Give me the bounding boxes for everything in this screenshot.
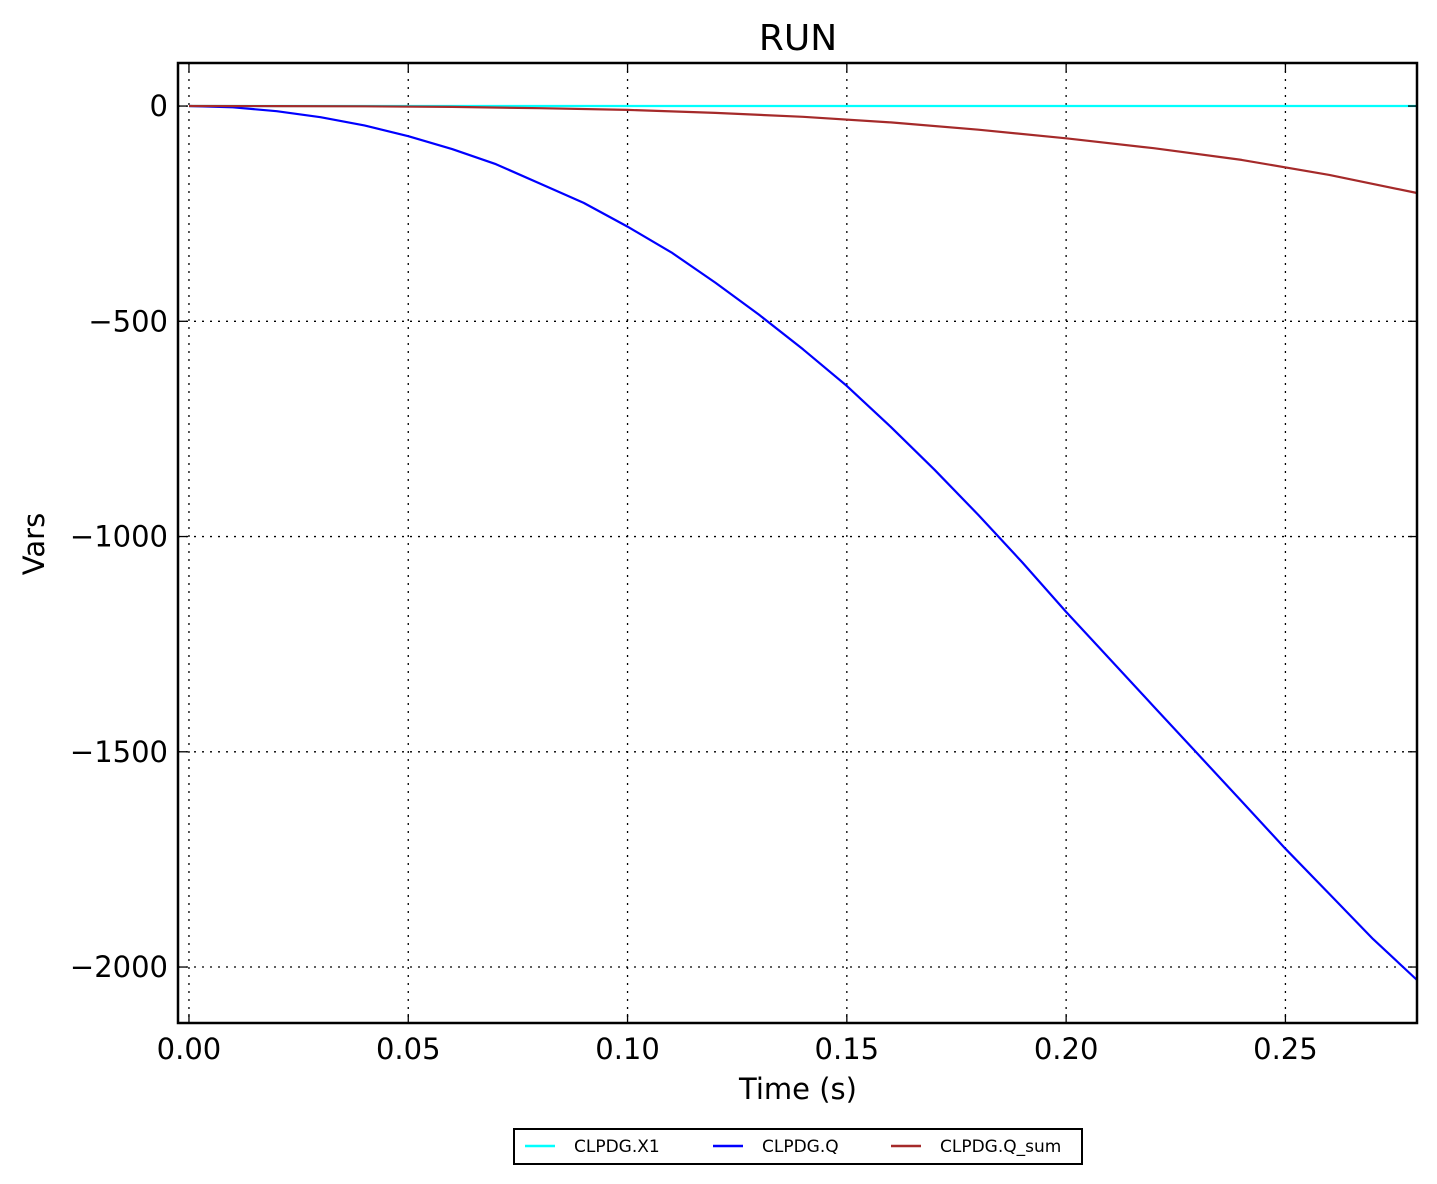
y-tick-label: 0: [150, 89, 168, 123]
series-line-clpdg-q-sum: [188, 104, 1418, 195]
x-tick-labels: 0.00 0.05 0.10 0.15 0.20 0.25: [157, 1032, 1318, 1066]
x-tick-label: 0.10: [595, 1032, 660, 1066]
x-tick-label: 0.05: [376, 1032, 441, 1066]
grid-lines: [178, 63, 1417, 1023]
y-tick-labels: 0 −500 −1000 −1500 −2000: [70, 89, 168, 984]
chart-title: RUN: [759, 18, 837, 59]
y-tick-label: −2000: [70, 950, 168, 984]
legend: CLPDG.X1 CLPDG.Q CLPDG.Q_sum: [513, 1128, 1083, 1165]
x-tick-label: 0.25: [1253, 1032, 1318, 1066]
y-axis-title: Vars: [17, 513, 51, 575]
axis-ticks: [178, 63, 1417, 1023]
series-lines: [188, 104, 1418, 981]
plot-area-frame: [176, 61, 1419, 1025]
x-axis-title: Time (s): [738, 1072, 857, 1106]
legend-label-clpdg-q-sum: CLPDG.Q_sum: [940, 1137, 1061, 1157]
x-tick-label: 0.20: [1034, 1032, 1099, 1066]
x-tick-label: 0.00: [157, 1032, 222, 1066]
legend-box: [513, 1128, 1083, 1165]
x-tick-label: 0.15: [815, 1032, 880, 1066]
y-tick-label: −500: [88, 304, 168, 338]
legend-entries: CLPDG.X1 CLPDG.Q CLPDG.Q_sum: [525, 1137, 1061, 1157]
legend-label-clpdg-q: CLPDG.Q: [762, 1137, 839, 1157]
series-line-clpdg-q: [188, 104, 1418, 981]
y-tick-label: −1500: [70, 735, 168, 769]
y-tick-label: −1000: [70, 520, 168, 554]
legend-label-clpdg-x1: CLPDG.X1: [574, 1137, 660, 1157]
